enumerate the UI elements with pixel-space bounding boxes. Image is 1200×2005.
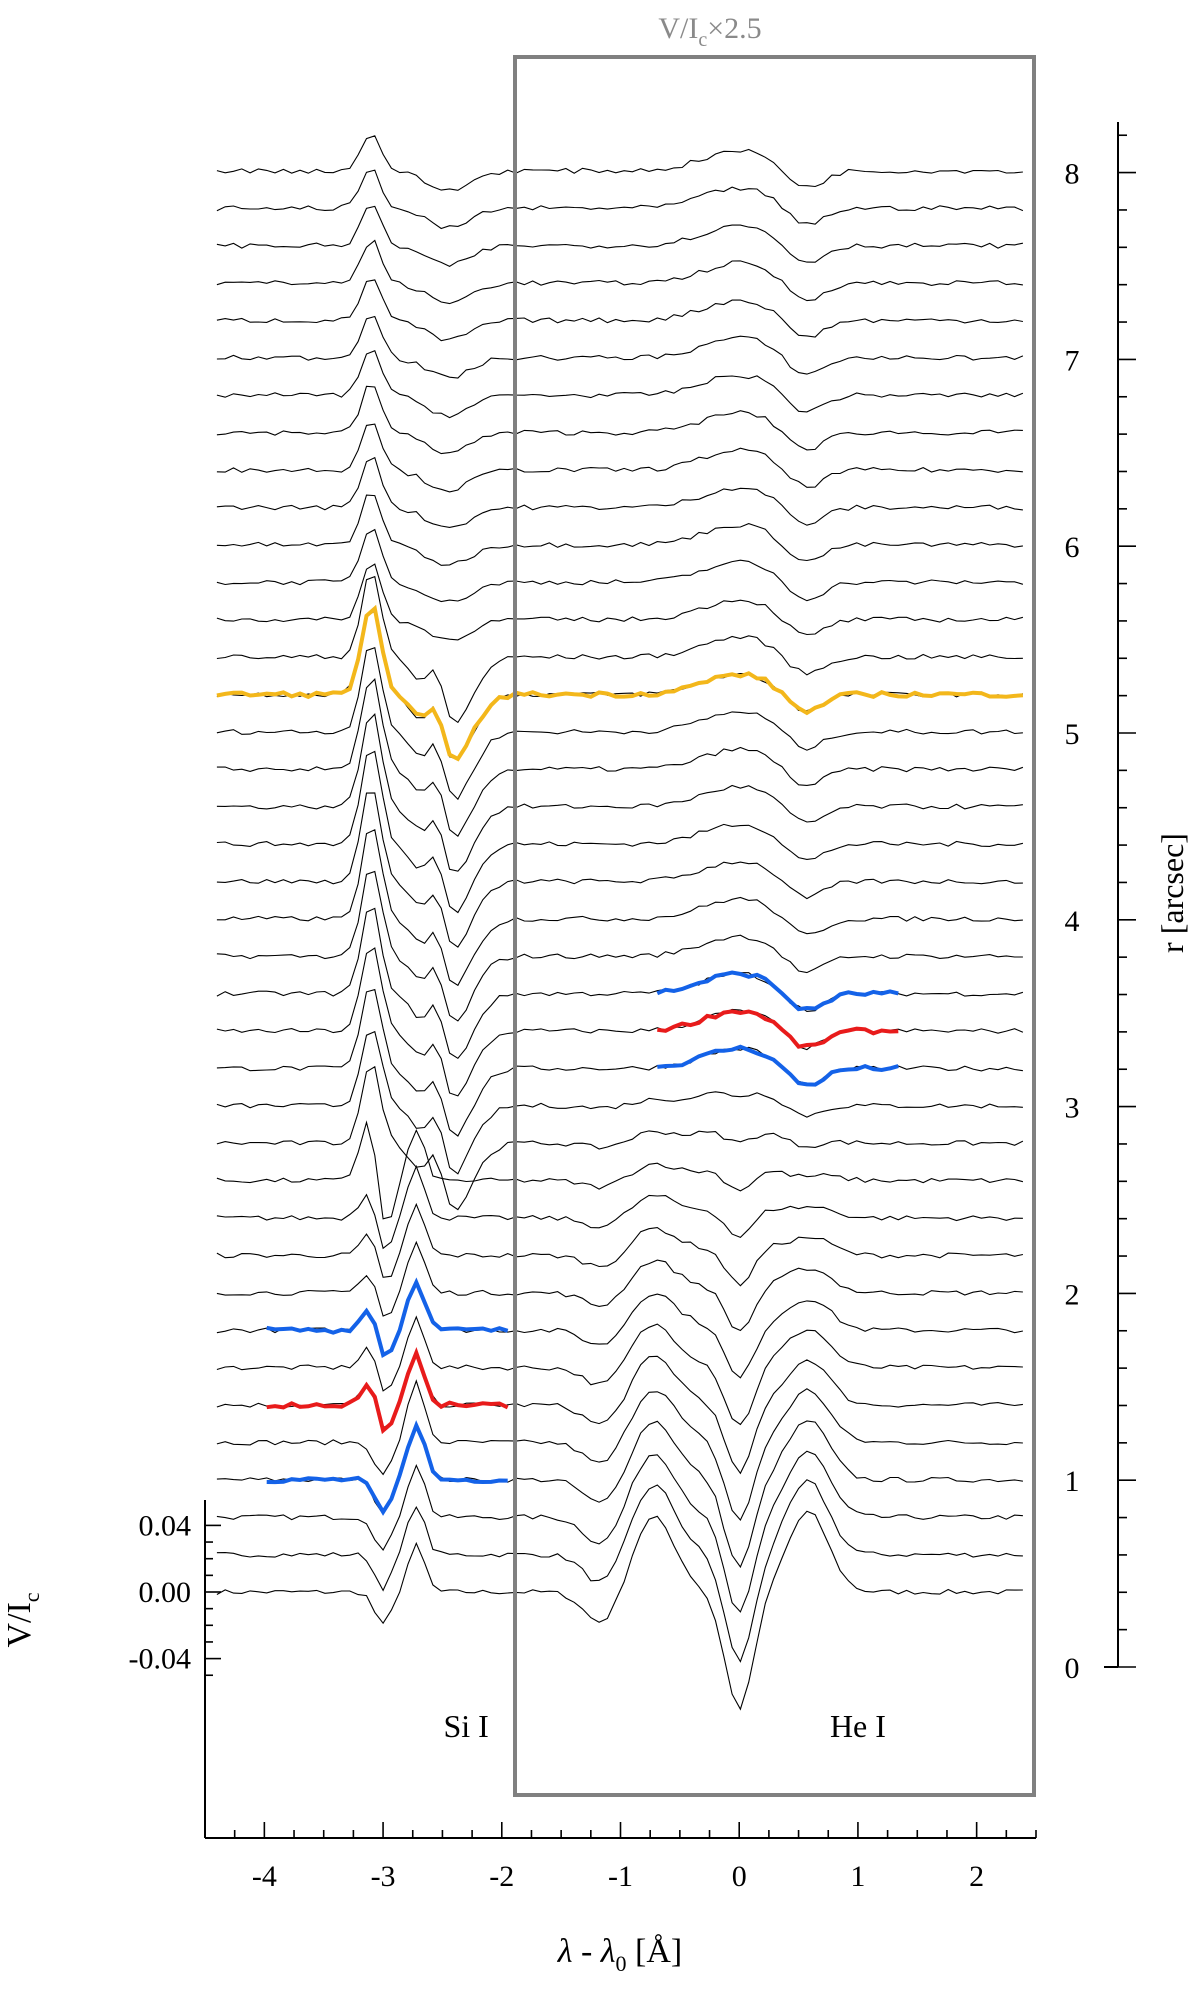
x-tick-label: 1 [850,1860,865,1893]
he-scale-box [513,55,1036,1797]
profile-line-9 [216,1202,1024,1287]
profile-line-1 [216,1479,1023,1663]
profile-line-26 [216,563,1024,641]
line-label: Si I [443,1708,488,1744]
y-left-axis: -0.04 0.00 0.04 [129,1500,221,1838]
highlight-profile-5 [266,1347,509,1435]
x-axis-label: λ - λ0 [Å] [557,1933,682,1976]
y-left-axis-label: V/Ic [1,1592,44,1647]
line-labels: Si I He I [443,1708,885,1744]
y-right-tick-label: 2 [1065,1278,1080,1311]
highlight-profile-16 [656,970,899,1012]
profile-line-35 [216,239,1023,305]
profile-line-19 [216,792,1023,948]
profile-line-16 [216,907,1024,1060]
y-left-tick-label: 0.00 [139,1576,192,1609]
y-right-tick-label: 8 [1065,158,1080,191]
x-tick-label: -1 [608,1860,633,1893]
profile-line-6 [216,1315,1023,1426]
highlight-profile-3 [266,1420,508,1516]
profile-line-12 [216,1065,1024,1211]
x-axis: -4 -3 -2 -1 0 1 2 [204,1822,1037,1893]
profile-line-10 [216,1164,1023,1250]
profile-line-13 [216,1030,1023,1175]
x-tick-label: 2 [969,1860,984,1893]
highlight-profile-14 [657,1044,899,1087]
profile-line-36 [216,205,1024,268]
y-right-tick-label: 7 [1065,344,1080,377]
x-tick-label: 0 [732,1860,747,1893]
profile-line-27 [216,528,1024,603]
y-right-tick-label: 3 [1065,1092,1080,1125]
profile-line-37 [216,169,1024,230]
y-right-axis: 0 1 2 3 4 5 6 7 8 [1065,122,1136,1685]
y-right-axis-label: r [arcsec] [1154,833,1190,953]
y-right-tick-label: 4 [1065,905,1080,938]
x-tick-label: -4 [252,1860,277,1893]
profile-line-31 [216,385,1023,455]
profile-line-11 [216,1120,1024,1220]
profile-line-33 [216,315,1024,379]
profile-line-38 [216,135,1023,191]
profile-line-34 [216,279,1023,342]
profile-line-21 [216,713,1023,872]
profile-line-15 [216,947,1024,1097]
y-right-tick-label: 1 [1065,1465,1080,1498]
profile-line-24 [216,610,1024,760]
box-title: V/Ic×2.5 [658,12,761,51]
line-label: He I [830,1708,886,1744]
profile-line-22 [216,678,1024,838]
profile-line-23 [216,646,1023,801]
highlight-profile-7 [266,1277,509,1359]
y-left-tick-label: 0.04 [139,1509,192,1542]
y-right-tick-label: 6 [1065,531,1080,564]
profile-line-18 [216,829,1023,987]
highlight-profile-15 [657,1009,899,1049]
profile-line-20 [216,750,1024,914]
profile-line-2 [216,1450,1023,1613]
x-tick-label: -3 [371,1860,396,1893]
y-right-tick-label: 5 [1065,718,1080,751]
profile-line-14 [216,988,1023,1137]
profile-line-17 [216,870,1023,1022]
profile-line-4 [216,1379,1023,1521]
profile-line-29 [216,456,1023,528]
y-left-tick-label: -0.04 [129,1643,192,1676]
profile-line-28 [216,494,1023,566]
profile-line-25 [216,575,1023,724]
profile-line-0 [216,1510,1023,1711]
x-tick-label: -2 [489,1860,514,1893]
profile-line-8 [216,1240,1023,1332]
profile-line-30 [216,423,1023,493]
profile-line-5 [216,1351,1023,1475]
profile-line-32 [216,349,1024,419]
y-right-tick-label: 0 [1065,1652,1080,1685]
profile-stack [216,135,1024,1711]
highlight-profile-24 [216,604,1024,762]
